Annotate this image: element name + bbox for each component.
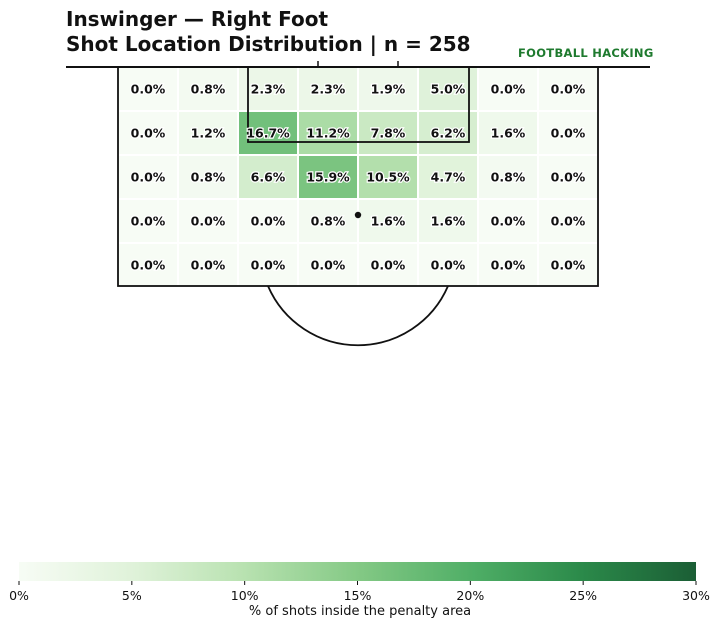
heatmap-cell bbox=[419, 200, 477, 242]
chart-title-line2: Shot Location Distribution | n = 258 bbox=[66, 32, 471, 56]
heatmap-cell bbox=[419, 156, 477, 198]
cell-value-label: 1.6% bbox=[371, 214, 406, 229]
cell-value-label: 11.2% bbox=[306, 126, 350, 141]
heatmap-cell bbox=[119, 156, 177, 198]
colorbar-tick-label: 10% bbox=[231, 588, 259, 603]
brand-label: FOOTBALL HACKING bbox=[518, 46, 654, 60]
heatmap-cell bbox=[359, 112, 417, 154]
cell-value-label: 0.8% bbox=[191, 170, 226, 185]
heatmap-cell bbox=[359, 200, 417, 242]
heatmap-cell bbox=[299, 156, 357, 198]
colorbar-label: % of shots inside the penalty area bbox=[248, 604, 472, 619]
cell-value-label: 0.0% bbox=[371, 258, 406, 273]
heatmap-cell bbox=[539, 68, 597, 110]
cell-value-label: 0.0% bbox=[551, 214, 586, 229]
cell-value-label: 1.6% bbox=[431, 214, 466, 229]
cell-value-label: 0.0% bbox=[131, 170, 166, 185]
cell-value-label: 0.0% bbox=[191, 214, 226, 229]
cell-value-label: 6.6% bbox=[251, 170, 286, 185]
cell-value-label: 1.2% bbox=[191, 126, 226, 141]
cell-value-label: 16.7% bbox=[246, 126, 290, 141]
cell-value-label: 1.9% bbox=[371, 82, 406, 97]
cell-value-label: 0.0% bbox=[131, 258, 166, 273]
cell-value-label: 2.3% bbox=[251, 82, 286, 97]
colorbar-tick-label: 25% bbox=[569, 588, 597, 603]
cell-value-label: 0.8% bbox=[311, 214, 346, 229]
cell-value-label: 0.0% bbox=[491, 258, 526, 273]
cell-value-label: 0.0% bbox=[551, 170, 586, 185]
cell-value-label: 0.0% bbox=[551, 126, 586, 141]
heatmap-labels: 0.0% 0.8% 2.3% 2.3% 1.9% 5.0% 0.0% 0.0% 0.0% 1.2%… bbox=[129, 80, 587, 273]
heatmap-cell bbox=[359, 244, 417, 286]
heatmap-cell bbox=[359, 156, 417, 198]
cell-value-label: 0.8% bbox=[191, 82, 226, 97]
heatmap-cell bbox=[179, 112, 237, 154]
heatmap-cell bbox=[419, 68, 477, 110]
heatmap-cell bbox=[479, 244, 537, 286]
heatmap-cell bbox=[539, 156, 597, 198]
cell-value-label: 2.3% bbox=[311, 82, 346, 97]
cell-value-label: 15.9% bbox=[306, 170, 350, 185]
heatmap-cells bbox=[119, 68, 597, 286]
cell-value-label: 0.0% bbox=[431, 258, 466, 273]
heatmap-cell bbox=[119, 68, 177, 110]
penalty-arc bbox=[267, 285, 449, 347]
colorbar-tick-label: 15% bbox=[344, 588, 372, 603]
cell-value-label: 0.0% bbox=[311, 258, 346, 273]
cell-value-label: 0.0% bbox=[131, 214, 166, 229]
heatmap-cell bbox=[179, 68, 237, 110]
heatmap-cell bbox=[539, 200, 597, 242]
heatmap-cell bbox=[119, 244, 177, 286]
heatmap-cell bbox=[179, 244, 237, 286]
cell-value-label: 0.0% bbox=[131, 126, 166, 141]
heatmap-cell bbox=[359, 68, 417, 110]
colorbar-tick-label: 30% bbox=[682, 588, 710, 603]
cell-value-label: 0.0% bbox=[491, 82, 526, 97]
colorbar-tick-label: 20% bbox=[456, 588, 484, 603]
cell-value-label: 10.5% bbox=[366, 170, 410, 185]
heatmap-cell bbox=[239, 244, 297, 286]
cell-value-label: 0.0% bbox=[131, 82, 166, 97]
cell-value-label: 0.0% bbox=[491, 214, 526, 229]
cell-value-label: 0.0% bbox=[551, 82, 586, 97]
heatmap-cell bbox=[539, 112, 597, 154]
heatmap-cell bbox=[179, 200, 237, 242]
cell-value-label: 1.6% bbox=[491, 126, 526, 141]
colorbar-tick-label: 0% bbox=[9, 588, 29, 603]
heatmap-cell bbox=[299, 200, 357, 242]
cell-value-label: 0.0% bbox=[551, 258, 586, 273]
heatmap-cell bbox=[239, 156, 297, 198]
chart-title-line1: Inswinger — Right Foot bbox=[66, 7, 329, 31]
cell-value-label: 6.2% bbox=[431, 126, 466, 141]
penalty-spot bbox=[354, 211, 362, 219]
heatmap-cell bbox=[299, 112, 357, 154]
six-yard-box bbox=[247, 66, 470, 143]
heatmap-cell bbox=[119, 200, 177, 242]
heatmap-cell bbox=[479, 68, 537, 110]
heatmap-cell bbox=[539, 244, 597, 286]
cell-value-label: 0.8% bbox=[491, 170, 526, 185]
heatmap-cell bbox=[419, 112, 477, 154]
cell-value-label: 5.0% bbox=[431, 82, 466, 97]
heatmap-cell bbox=[119, 112, 177, 154]
cell-value-label: 4.7% bbox=[431, 170, 466, 185]
cell-value-label: 0.0% bbox=[191, 258, 226, 273]
colorbar-tick-label: 5% bbox=[122, 588, 142, 603]
colorbar bbox=[19, 562, 696, 581]
heatmap-cell bbox=[299, 68, 357, 110]
heatmap-cell bbox=[179, 156, 237, 198]
cell-value-label: 7.8% bbox=[371, 126, 406, 141]
cell-value-label: 0.0% bbox=[251, 214, 286, 229]
heatmap-cell bbox=[479, 200, 537, 242]
heatmap-cell bbox=[479, 156, 537, 198]
heatmap-cell bbox=[419, 244, 477, 286]
heatmap-cell bbox=[479, 112, 537, 154]
colorbar-ticks: 0% 5% 10% 15% 20% 25% 30% bbox=[9, 581, 710, 603]
heatmap-cell bbox=[239, 200, 297, 242]
cell-value-label: 0.0% bbox=[251, 258, 286, 273]
heatmap-cell bbox=[299, 244, 357, 286]
